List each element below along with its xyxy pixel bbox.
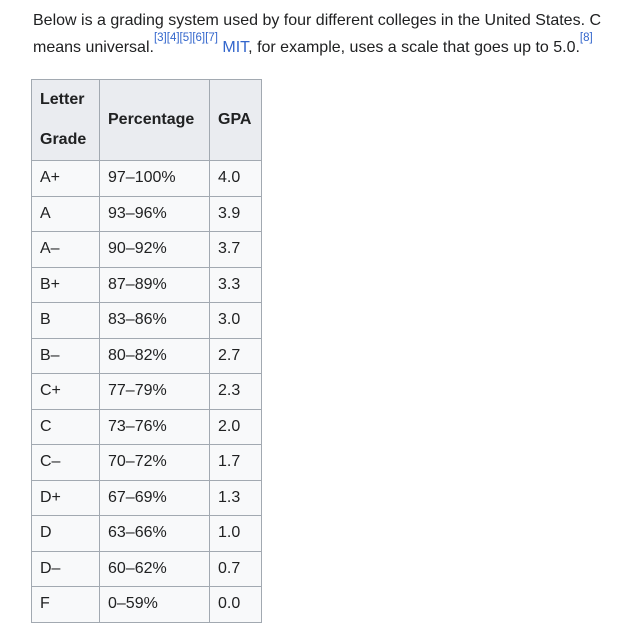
gpa-cell: 3.3 xyxy=(209,266,262,303)
letter-grade-cell: C+ xyxy=(31,373,100,410)
letter-grade-cell: A+ xyxy=(31,160,100,197)
table-row: A+ 97–100% 4.0 xyxy=(31,160,262,197)
mit-link[interactable]: MIT xyxy=(222,39,249,56)
table-row: A– 90–92% 3.7 xyxy=(31,231,262,268)
percentage-cell: 87–89% xyxy=(99,266,210,303)
table-row: D+ 67–69% 1.3 xyxy=(31,479,262,516)
gpa-cell: 0.0 xyxy=(209,586,262,623)
percentage-cell: 97–100% xyxy=(99,160,210,197)
table-row: C 73–76% 2.0 xyxy=(31,408,262,445)
percentage-cell: 80–82% xyxy=(99,337,210,374)
paragraph-line-1: Below is a grading system used by four d… xyxy=(33,12,602,29)
letter-grade-cell: B– xyxy=(31,337,100,374)
gpa-cell: 2.7 xyxy=(209,337,262,374)
letter-grade-cell: D xyxy=(31,515,100,552)
letter-grade-cell: C xyxy=(31,408,100,445)
wikipedia-article-page: Below is a grading system used by four d… xyxy=(0,7,640,623)
header-gpa: GPA xyxy=(209,79,262,161)
gpa-cell: 0.7 xyxy=(209,550,262,587)
gpa-cell: 1.0 xyxy=(209,515,262,552)
table-row: C– 70–72% 1.7 xyxy=(31,444,262,481)
letter-grade-cell: D+ xyxy=(31,479,100,516)
gpa-cell: 1.3 xyxy=(209,479,262,516)
letter-grade-cell: F xyxy=(31,586,100,623)
table-row: C+ 77–79% 2.3 xyxy=(31,373,262,410)
paragraph-line-2-text: means universal. xyxy=(33,39,154,56)
citation-link-4[interactable]: [4] xyxy=(166,31,180,44)
letter-grade-cell: C– xyxy=(31,444,100,481)
table-row: F 0–59% 0.0 xyxy=(31,586,262,623)
percentage-cell: 73–76% xyxy=(99,408,210,445)
citation-link-6[interactable]: [6] xyxy=(192,31,206,44)
percentage-cell: 90–92% xyxy=(99,231,210,268)
letter-grade-cell: A xyxy=(31,195,100,232)
letter-grade-cell: A– xyxy=(31,231,100,268)
gpa-cell: 4.0 xyxy=(209,160,262,197)
citation-link-7[interactable]: [7] xyxy=(205,31,218,44)
percentage-cell: 0–59% xyxy=(99,586,210,623)
percentage-cell: 83–86% xyxy=(99,302,210,339)
citation-link-5[interactable]: [5] xyxy=(179,31,193,44)
percentage-cell: 63–66% xyxy=(99,515,210,552)
table-row: A 93–96% 3.9 xyxy=(31,195,262,232)
percentage-cell: 70–72% xyxy=(99,444,210,481)
table-row: B– 80–82% 2.7 xyxy=(31,337,262,374)
gpa-cell: 2.3 xyxy=(209,373,262,410)
header-letter-grade: Letter Grade xyxy=(31,79,100,161)
table-row: B 83–86% 3.0 xyxy=(31,302,262,339)
paragraph-line-2-suffix: , for example, uses a scale that goes up… xyxy=(248,39,580,56)
citation-link-3[interactable]: [3] xyxy=(153,31,167,44)
gpa-cell: 3.0 xyxy=(209,302,262,339)
letter-grade-cell: D– xyxy=(31,550,100,587)
grading-table: Letter Grade Percentage GPA A+ 97–100% 4… xyxy=(31,79,262,623)
table-header-row: Letter Grade Percentage GPA xyxy=(31,79,262,161)
paragraph-line-2: means universal.[3][4][5][6][7] MIT, for… xyxy=(33,31,640,61)
header-percentage: Percentage xyxy=(99,79,210,161)
letter-grade-cell: B xyxy=(31,302,100,339)
letter-grade-cell: B+ xyxy=(31,266,100,303)
table-row: D 63–66% 1.0 xyxy=(31,515,262,552)
percentage-cell: 77–79% xyxy=(99,373,210,410)
table-row: B+ 87–89% 3.3 xyxy=(31,266,262,303)
gpa-cell: 3.9 xyxy=(209,195,262,232)
intro-paragraph: Below is a grading system used by four d… xyxy=(33,7,640,61)
gpa-cell: 1.7 xyxy=(209,444,262,481)
percentage-cell: 60–62% xyxy=(99,550,210,587)
table-row: D– 60–62% 0.7 xyxy=(31,550,262,587)
citation-link-8[interactable]: [8] xyxy=(579,31,593,44)
grading-table-body: A+ 97–100% 4.0 A 93–96% 3.9 A– 90–92% 3.… xyxy=(31,160,262,623)
percentage-cell: 67–69% xyxy=(99,479,210,516)
gpa-cell: 3.7 xyxy=(209,231,262,268)
percentage-cell: 93–96% xyxy=(99,195,210,232)
gpa-cell: 2.0 xyxy=(209,408,262,445)
